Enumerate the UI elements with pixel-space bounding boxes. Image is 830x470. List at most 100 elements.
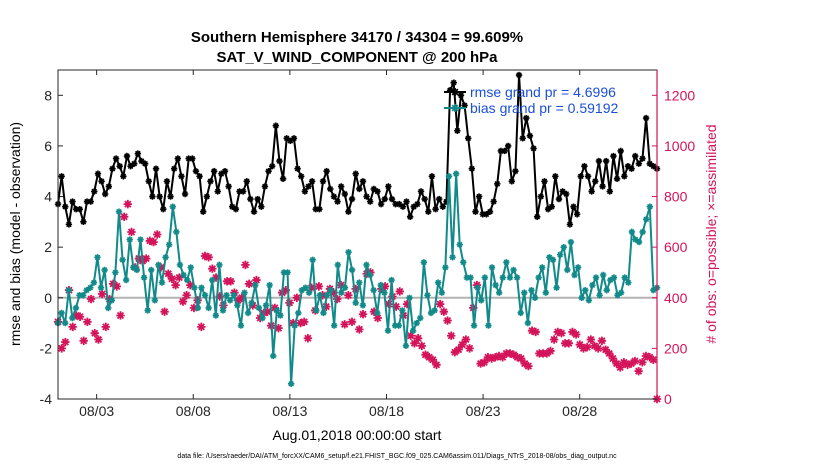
bias-point xyxy=(248,299,255,307)
bias-point xyxy=(406,294,413,301)
obs-point xyxy=(186,280,195,290)
rmse-point xyxy=(261,183,269,190)
obs-point xyxy=(101,322,110,332)
obs-point xyxy=(292,293,302,302)
rmse-point xyxy=(294,165,301,172)
footnote: data file: /Users/raeder/DAI/ATM_forcXX/… xyxy=(177,453,617,460)
obs-point xyxy=(347,317,357,327)
rmse-point xyxy=(483,211,490,218)
bias-point xyxy=(230,292,237,299)
bias-point xyxy=(198,284,205,291)
rmse-point xyxy=(465,135,472,142)
y-axis-left-ticks: -4 -2 0 2 4 6 8 xyxy=(40,87,63,407)
rmse-point xyxy=(570,203,577,210)
bias-point xyxy=(252,281,259,289)
x-tick-label: 08/23 xyxy=(466,403,501,419)
obs-point xyxy=(524,361,533,371)
rmse-point xyxy=(523,114,530,122)
rmse-point xyxy=(359,178,367,185)
obs-point xyxy=(432,360,441,370)
obs-point xyxy=(564,339,573,348)
bias-point xyxy=(266,281,273,289)
rmse-point xyxy=(592,178,599,185)
obs-point xyxy=(605,349,614,358)
bias-point xyxy=(348,266,356,274)
rmse-point xyxy=(250,208,258,215)
rmse-point xyxy=(628,165,635,172)
rmse-point xyxy=(330,193,338,200)
obs-point xyxy=(333,294,342,304)
rmse-point xyxy=(229,203,236,210)
bias-point xyxy=(108,297,115,304)
rmse-point xyxy=(149,193,156,200)
bias-point xyxy=(435,279,442,286)
bias-point xyxy=(460,259,467,266)
obs-point xyxy=(86,294,96,304)
plot-area xyxy=(58,70,657,399)
rmse-point xyxy=(112,155,120,162)
rmse-point xyxy=(642,114,650,122)
rmse-point xyxy=(443,198,450,205)
bias-point xyxy=(546,254,553,261)
obs-point xyxy=(340,320,349,329)
obs-point xyxy=(634,366,643,376)
obs-point xyxy=(164,269,173,278)
bias-point xyxy=(277,312,284,319)
bias-point xyxy=(209,276,216,284)
y-tick-label: 0 xyxy=(44,290,52,306)
bias-point xyxy=(79,292,87,299)
obs-point xyxy=(461,335,471,344)
rmse-point xyxy=(559,188,566,195)
rmse-point xyxy=(87,198,94,205)
obs-point xyxy=(215,292,224,301)
rmse-point xyxy=(268,162,276,170)
bias-point xyxy=(169,203,176,210)
bias-point xyxy=(409,327,417,334)
rmse-point xyxy=(138,157,145,165)
rmse-point xyxy=(381,195,388,203)
bias-point xyxy=(162,254,169,261)
obs-point xyxy=(531,327,540,337)
bias-point xyxy=(65,286,72,294)
chart-subtitle: SAT_V_WIND_COMPONENT @ 200 hPa xyxy=(216,49,498,66)
bias-point xyxy=(305,289,313,296)
rmse-point xyxy=(279,175,287,183)
rmse-point xyxy=(486,208,494,215)
obs-point xyxy=(417,341,427,351)
bias-point xyxy=(567,238,575,246)
rmse-point xyxy=(337,183,345,190)
rmse-point xyxy=(566,221,574,228)
bias-point xyxy=(270,352,277,360)
rmse-point xyxy=(621,173,628,180)
obs-point xyxy=(355,325,364,334)
obs-point xyxy=(142,254,151,263)
obs-point xyxy=(568,327,577,337)
rmse-point xyxy=(80,218,87,226)
bias-point xyxy=(521,289,528,296)
rmse-point xyxy=(352,170,359,177)
bias-point xyxy=(499,274,506,281)
bias-point xyxy=(61,319,69,327)
obs-point xyxy=(579,344,588,353)
bias-point xyxy=(628,228,636,236)
rmse-point xyxy=(417,188,425,195)
obs-point xyxy=(465,344,474,353)
obs-point xyxy=(391,302,401,311)
bias-point xyxy=(442,264,449,271)
rmse-point xyxy=(94,170,102,177)
bias-point xyxy=(571,271,578,279)
obs-point xyxy=(119,212,129,221)
obs-point xyxy=(112,282,121,291)
obs-point xyxy=(608,354,618,363)
rmse-point xyxy=(116,162,123,170)
bias-point xyxy=(374,309,381,317)
rmse-point xyxy=(541,178,548,185)
obs-point xyxy=(619,358,629,367)
rmse-point xyxy=(534,213,541,220)
y2-tick-label: 200 xyxy=(664,340,688,356)
rmse-point xyxy=(475,193,483,200)
bias-point xyxy=(115,208,123,215)
bias-point xyxy=(87,284,94,291)
bias-point xyxy=(377,281,385,289)
